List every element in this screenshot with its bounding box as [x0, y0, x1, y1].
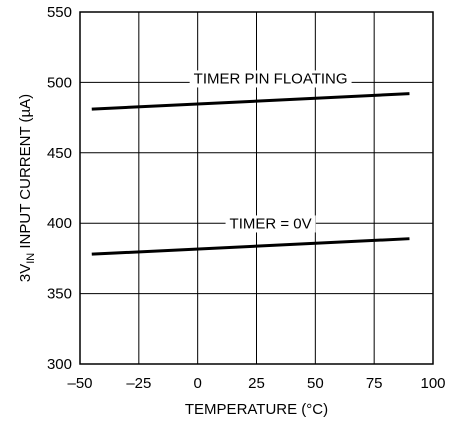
x-axis-label: TEMPERATURE (°C)	[185, 401, 328, 418]
series-label: TIMER PIN FLOATING	[194, 70, 348, 87]
x-tick-label: –50	[67, 375, 92, 392]
series-line	[91, 92, 410, 111]
y-tick-label: 400	[47, 215, 72, 232]
y-tick-label: 450	[47, 145, 72, 162]
y-axis-label: 3VIN INPUT CURRENT (µA)	[17, 94, 37, 282]
y-tick-label: 500	[47, 74, 72, 91]
y-tick-label: 550	[47, 4, 72, 21]
x-tick-label: –25	[126, 375, 151, 392]
grid	[79, 11, 434, 365]
x-tick-label: 75	[366, 375, 383, 392]
y-tick-labels: 300 350 400 450 500 550	[47, 4, 72, 373]
y-tick-label: 350	[47, 286, 72, 303]
y-axis-label-prefix: 3V	[17, 264, 34, 282]
series-group: TIMER PIN FLOATING TIMER = 0V	[91, 70, 410, 256]
series-label-background	[225, 215, 316, 233]
series-label: TIMER = 0V	[230, 215, 312, 232]
x-tick-label: 0	[193, 375, 201, 392]
y-axis-label-subscript: IN	[25, 253, 37, 264]
plot-frame	[79, 11, 434, 365]
x-tick-label: 25	[248, 375, 265, 392]
series-label-background	[189, 70, 352, 88]
series-line	[91, 237, 410, 256]
x-tick-label: 50	[307, 375, 324, 392]
x-tick-labels: –50 –25 0 25 50 75 100	[67, 375, 445, 392]
y-axis-label-rest: INPUT CURRENT (µA)	[17, 94, 34, 253]
x-tick-label: 100	[420, 375, 445, 392]
y-tick-label: 300	[47, 356, 72, 373]
